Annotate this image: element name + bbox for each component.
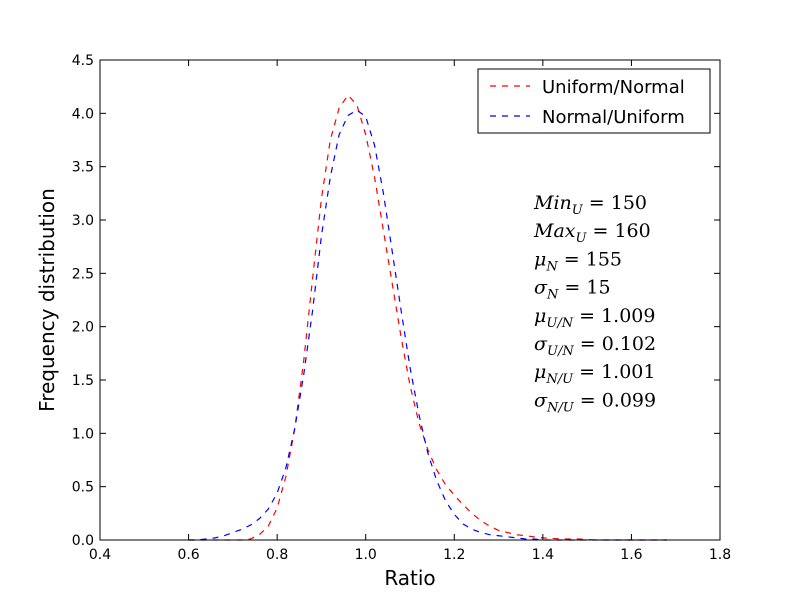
stat-annotation: μU/N = 1.009 (534, 305, 655, 331)
x-tick-label: 1.2 (443, 547, 465, 563)
stat-annotation: σN = 15 (534, 277, 611, 303)
series-line-uniform-normal (188, 94, 667, 541)
legend-label-normal-uniform: Normal/Uniform (542, 107, 685, 128)
x-tick-label: 1.4 (532, 547, 554, 563)
x-tick-label: 0.6 (177, 547, 199, 563)
x-tick-label: 1.6 (620, 547, 642, 563)
y-tick-label: 2.5 (72, 266, 94, 282)
y-tick-label: 3.0 (72, 213, 94, 229)
plot-lines (188, 94, 667, 541)
stat-annotation: μN = 155 (534, 248, 622, 274)
y-tick-label: 4.0 (72, 106, 94, 122)
y-axis-label: Frequency distribution (35, 188, 59, 412)
y-tick-label: 2.0 (72, 320, 94, 336)
stat-annotation: MinU = 150 (533, 192, 647, 218)
legend-label-uniform-normal: Uniform/Normal (542, 77, 685, 98)
y-tick-label: 0.5 (72, 480, 94, 496)
axis-ticks: 0.4 0.6 0.8 1.0 1.2 1.4 1.6 1.8 0.0 0.5 1.0 1.5 2.0 2… (72, 53, 731, 563)
plot-frame (99, 59, 721, 541)
stat-annotation: σN/U = 0.099 (534, 389, 656, 415)
y-tick-label: 1.0 (72, 426, 94, 442)
y-tick-label: 4.5 (72, 53, 94, 69)
stat-annotation: MaxU = 160 (533, 220, 651, 246)
y-tick-label: 1.5 (72, 373, 94, 389)
x-tick-label: 1.8 (709, 547, 731, 563)
x-tick-label: 0.4 (89, 547, 111, 563)
x-axis-label: Ratio (384, 566, 435, 590)
legend: Uniform/Normal Normal/Uniform (477, 68, 711, 134)
stat-annotation: σU/N = 0.102 (534, 333, 656, 359)
x-tick-label: 0.8 (266, 547, 288, 563)
y-tick-label: 3.5 (72, 160, 94, 176)
series-line-normal-uniform (188, 109, 667, 541)
x-tick-label: 1.0 (355, 547, 377, 563)
stat-annotation: μN/U = 1.001 (534, 361, 655, 387)
legend-box (477, 68, 711, 134)
y-tick-label: 0.0 (72, 533, 94, 549)
